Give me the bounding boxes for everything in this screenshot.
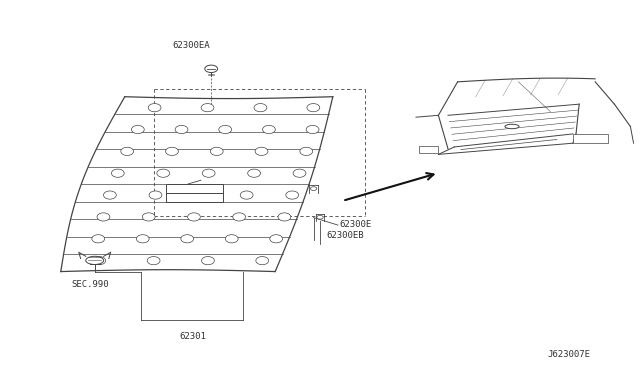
Bar: [573, 134, 608, 143]
Ellipse shape: [255, 147, 268, 155]
Circle shape: [205, 65, 218, 73]
Circle shape: [310, 187, 317, 190]
Circle shape: [317, 215, 323, 219]
Ellipse shape: [148, 103, 161, 112]
Ellipse shape: [175, 125, 188, 134]
Ellipse shape: [97, 213, 110, 221]
Ellipse shape: [157, 169, 170, 177]
Ellipse shape: [278, 213, 291, 221]
Ellipse shape: [121, 147, 134, 155]
Ellipse shape: [300, 147, 313, 155]
Ellipse shape: [166, 147, 179, 155]
Ellipse shape: [131, 125, 144, 134]
Ellipse shape: [149, 191, 162, 199]
Text: SEC.990: SEC.990: [72, 280, 109, 289]
Ellipse shape: [86, 256, 104, 264]
Ellipse shape: [293, 169, 306, 177]
Ellipse shape: [219, 125, 232, 134]
Ellipse shape: [505, 124, 519, 129]
Ellipse shape: [181, 235, 194, 243]
Text: 62301: 62301: [179, 332, 206, 341]
Ellipse shape: [188, 213, 200, 221]
Ellipse shape: [147, 257, 160, 265]
Ellipse shape: [136, 235, 149, 243]
Ellipse shape: [248, 169, 260, 177]
Ellipse shape: [195, 191, 207, 199]
Ellipse shape: [225, 235, 238, 243]
Ellipse shape: [104, 191, 116, 199]
Ellipse shape: [92, 235, 105, 243]
Ellipse shape: [202, 257, 214, 265]
Ellipse shape: [286, 191, 299, 199]
Ellipse shape: [240, 191, 253, 199]
Ellipse shape: [256, 257, 269, 265]
Text: 62300EA: 62300EA: [173, 41, 211, 50]
Ellipse shape: [211, 147, 223, 155]
Ellipse shape: [270, 235, 283, 243]
Text: 62300E: 62300E: [339, 220, 371, 229]
Bar: [419, 146, 438, 153]
Ellipse shape: [111, 169, 124, 177]
Ellipse shape: [202, 169, 215, 177]
Text: 62300EB: 62300EB: [326, 231, 364, 240]
Ellipse shape: [201, 103, 214, 112]
Bar: [166, 184, 223, 202]
Text: J623007E: J623007E: [547, 350, 590, 359]
Ellipse shape: [306, 125, 319, 134]
Ellipse shape: [233, 213, 246, 221]
Ellipse shape: [262, 125, 275, 134]
Ellipse shape: [93, 257, 106, 265]
Ellipse shape: [307, 103, 320, 112]
Ellipse shape: [254, 103, 267, 112]
Ellipse shape: [142, 213, 155, 221]
